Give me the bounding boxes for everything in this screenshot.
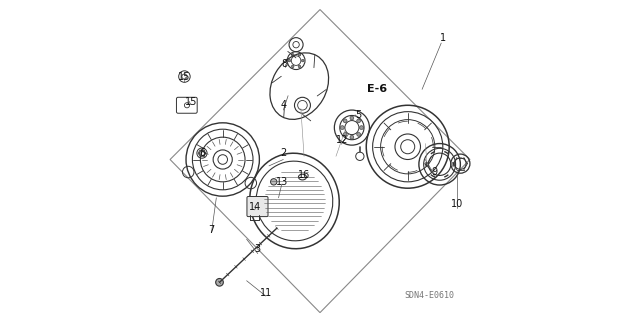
Text: 9: 9	[432, 167, 438, 177]
Circle shape	[340, 126, 344, 130]
Text: 2: 2	[280, 148, 287, 158]
Circle shape	[298, 54, 301, 56]
Text: 13: 13	[276, 177, 288, 187]
Text: 5: 5	[355, 110, 362, 120]
Text: 10: 10	[451, 199, 463, 209]
Circle shape	[301, 59, 304, 62]
Text: 11: 11	[260, 288, 272, 299]
Text: 14: 14	[248, 202, 260, 212]
Circle shape	[350, 135, 354, 139]
Text: 1: 1	[440, 33, 446, 43]
Circle shape	[271, 179, 277, 185]
Text: 15: 15	[178, 71, 191, 82]
FancyBboxPatch shape	[247, 197, 268, 217]
Text: 8: 8	[282, 59, 288, 69]
Text: SDN4-E0610: SDN4-E0610	[404, 291, 454, 300]
Text: 6: 6	[199, 148, 205, 158]
Text: 7: 7	[209, 225, 214, 235]
Circle shape	[343, 132, 347, 136]
Circle shape	[356, 119, 360, 123]
Text: 15: 15	[184, 97, 197, 107]
Circle shape	[291, 65, 294, 68]
Text: 4: 4	[280, 100, 286, 110]
Circle shape	[350, 116, 354, 120]
Circle shape	[360, 126, 364, 130]
Text: 12: 12	[336, 135, 349, 145]
Circle shape	[216, 278, 223, 286]
Text: 16: 16	[298, 170, 310, 181]
Text: E-6: E-6	[367, 84, 387, 94]
Text: 3: 3	[255, 244, 261, 254]
Circle shape	[343, 119, 347, 123]
Circle shape	[291, 54, 294, 56]
Circle shape	[288, 59, 291, 62]
Circle shape	[356, 132, 360, 136]
Circle shape	[298, 65, 301, 68]
